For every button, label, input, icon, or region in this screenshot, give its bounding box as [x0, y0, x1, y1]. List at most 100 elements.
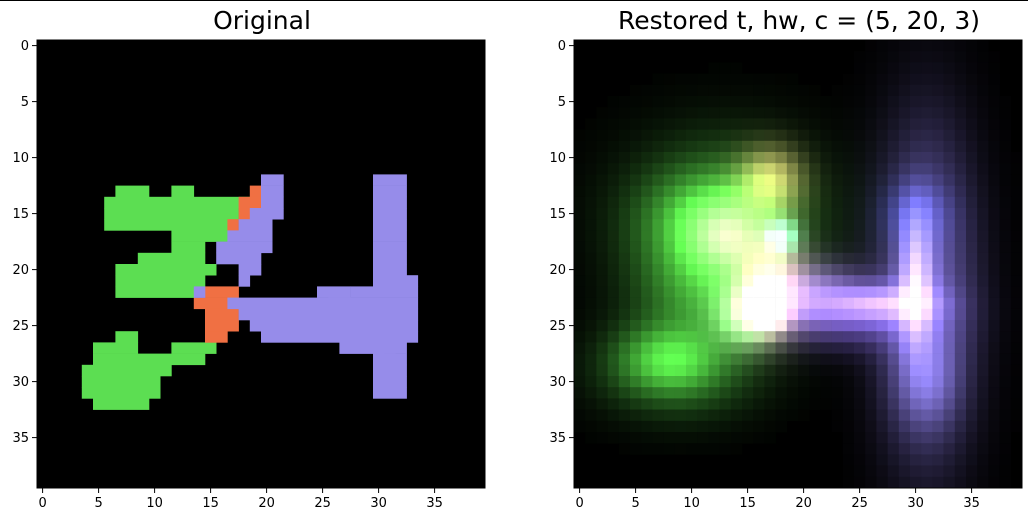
restored-pixel	[809, 107, 821, 119]
restored-pixel	[1010, 275, 1023, 287]
pixel-region	[193, 286, 206, 298]
restored-pixel	[730, 241, 743, 254]
restored-pixel	[977, 420, 989, 433]
pixel-region	[373, 230, 407, 242]
restored-pixel	[641, 185, 653, 198]
restored-pixel	[596, 286, 608, 298]
restored-pixel	[585, 297, 597, 310]
restored-pixel	[932, 353, 944, 366]
restored-pixel	[753, 331, 765, 343]
restored-pixel	[954, 152, 967, 164]
restored-pixel	[708, 398, 720, 410]
restored-pixel	[865, 73, 877, 86]
restored-pixel	[641, 241, 653, 254]
restored-pixel	[663, 443, 676, 455]
restored-pixel	[898, 118, 911, 130]
restored-pixel	[820, 376, 832, 388]
pixel-region	[261, 185, 284, 198]
restored-pixel	[932, 476, 944, 489]
restored-pixel	[898, 107, 911, 119]
restored-pixel	[809, 185, 821, 198]
restored-pixel	[898, 409, 911, 422]
restored-pixel	[764, 163, 776, 175]
restored-pixel	[842, 387, 855, 399]
restored-pixel	[854, 230, 866, 242]
restored-pixel	[842, 107, 855, 119]
restored-pixel	[831, 219, 844, 231]
restored-pixel	[730, 320, 743, 332]
restored-pixel	[977, 129, 989, 142]
restored-pixel	[775, 420, 788, 433]
restored-pixel	[798, 342, 810, 354]
restored-pixel	[865, 409, 877, 422]
restored-pixel	[775, 308, 788, 321]
restored-pixel	[641, 331, 653, 343]
restored-pixel	[954, 420, 967, 433]
restored-pixel	[618, 432, 631, 444]
restored-pixel	[887, 230, 900, 242]
restored-pixel	[977, 51, 989, 63]
restored-pixel	[977, 364, 989, 377]
restored-pixel	[966, 107, 978, 119]
restored-pixel	[708, 297, 720, 310]
restored-pixel	[887, 73, 900, 86]
restored-pixel	[820, 163, 832, 175]
restored-pixel	[887, 219, 900, 231]
restored-pixel	[798, 118, 810, 130]
restored-pixel	[977, 185, 989, 198]
restored-pixel	[742, 320, 754, 332]
restored-pixel	[842, 275, 855, 287]
restored-pixel	[910, 51, 922, 63]
restored-pixel	[730, 62, 743, 74]
restored-pixel	[1010, 420, 1023, 433]
restored-pixel	[820, 185, 832, 198]
restored-pixel	[966, 387, 978, 399]
restored-pixel	[932, 409, 944, 422]
restored-pixel	[786, 96, 799, 108]
restored-pixel	[842, 476, 855, 489]
restored-pixel	[585, 252, 597, 265]
restored-pixel	[977, 73, 989, 86]
restored-pixel	[898, 320, 911, 332]
restored-pixel	[842, 264, 855, 276]
restored-pixel	[574, 364, 586, 377]
restored-pixel	[775, 342, 788, 354]
restored-pixel	[809, 219, 821, 231]
pixel-region	[373, 331, 419, 343]
restored-pixel	[943, 174, 956, 186]
restored-pixel	[820, 241, 832, 254]
restored-pixel	[988, 174, 1000, 186]
restored-pixel	[719, 118, 732, 130]
restored-pixel	[943, 286, 956, 298]
restored-pixel	[585, 241, 597, 254]
restored-pixel	[674, 129, 687, 142]
restored-pixel	[719, 96, 732, 108]
restored-pixel	[921, 420, 933, 433]
restored-pixel	[697, 297, 709, 310]
restored-pixel	[988, 420, 1000, 433]
restored-pixel	[1010, 320, 1023, 332]
restored-pixel	[876, 73, 888, 86]
restored-pixel	[719, 219, 732, 231]
restored-pixel	[954, 196, 967, 209]
pixel-region	[104, 219, 228, 231]
restored-pixel	[641, 208, 653, 220]
restored-pixel	[809, 387, 821, 399]
restored-pixel	[966, 376, 978, 388]
restored-pixel	[854, 331, 866, 343]
restored-pixel	[809, 264, 821, 276]
restored-pixel	[786, 185, 799, 198]
restored-pixel	[842, 398, 855, 410]
restored-pixel	[798, 174, 810, 186]
restored-pixel	[932, 465, 944, 478]
restored-pixel	[977, 454, 989, 466]
restored-pixel	[876, 252, 888, 265]
restored-pixel	[708, 230, 720, 242]
restored-pixel	[775, 320, 788, 332]
restored-pixel	[798, 84, 810, 97]
restored-pixel	[585, 118, 597, 130]
restored-pixel	[730, 84, 743, 97]
restored-pixel	[977, 275, 989, 287]
restored-pixel	[641, 443, 653, 455]
restored-pixel	[730, 252, 743, 265]
